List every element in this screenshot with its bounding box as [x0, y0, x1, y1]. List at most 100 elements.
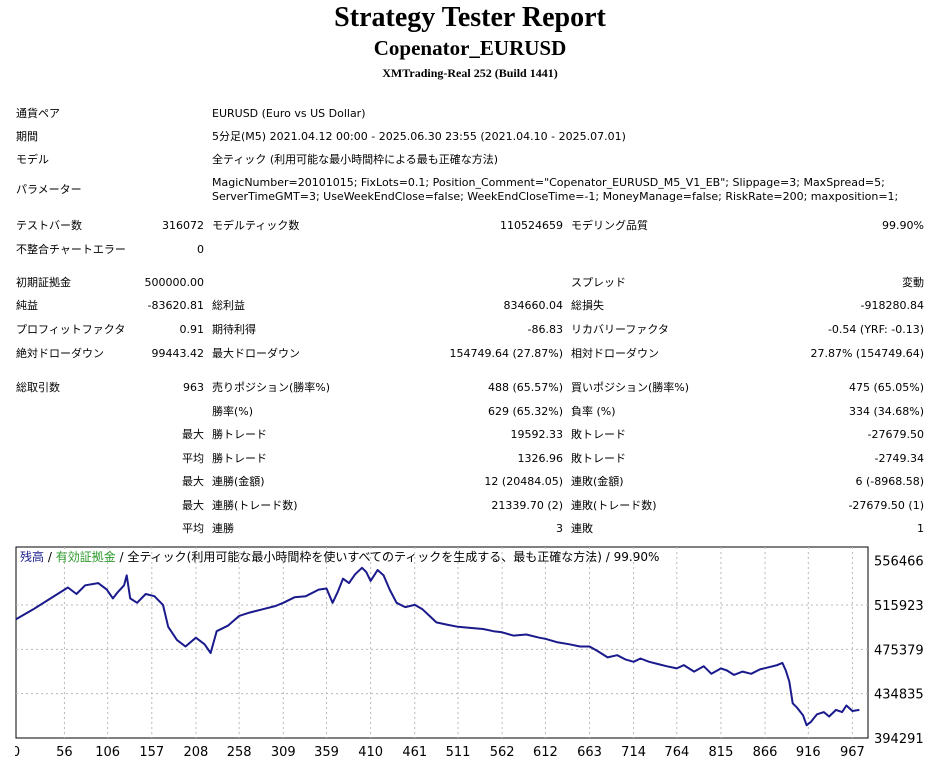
average-loss-value: -2749.34 [874, 452, 924, 465]
total-trades-value: 963 [183, 381, 204, 394]
period-label: 期間 [16, 130, 38, 143]
balance-chart: 残高 / 有効証拠金 / 全ティック(利用可能な最小時間枠を使いすべてのティック… [15, 546, 924, 760]
balance-line [15, 566, 860, 727]
y-tick-label: 556466 [874, 555, 924, 570]
bars-label: テストバー数 [16, 219, 82, 232]
period-value: 5分足(M5) 2021.04.12 00:00 - 2025.06.30 23… [212, 130, 626, 143]
x-tick-label: 511 [446, 745, 471, 760]
x-tick-label: 410 [358, 745, 383, 760]
server-build: XMTrading-Real 252 (Build 1441) [382, 66, 558, 80]
cons-wins-prefix: 最大 [182, 475, 204, 488]
absolute-drawdown-label: 絶対ドローダウン [16, 347, 104, 360]
symbol-value: EURUSD (Euro vs US Dollar) [212, 107, 366, 120]
plot-area [15, 546, 869, 739]
legend-sep: / [44, 550, 56, 564]
params-line-1: MagicNumber=20101015; FixLots=0.1; Posit… [212, 176, 885, 189]
expected-payoff-label: 期待利得 [212, 323, 256, 336]
x-axis: 0 56 106 157 208 258 309 359 410 461 511 562 612 663 7… [15, 745, 865, 760]
average-prefix: 平均 [182, 452, 204, 465]
y-tick-label: 434835 [874, 688, 924, 703]
gross-profit-value: 834660.04 [503, 299, 564, 312]
report-title: Strategy Tester Report [334, 2, 606, 33]
x-tick-label: 56 [56, 745, 73, 760]
legend-model: / 全ティック(利用可能な最小時間枠を使いすべてのティックを生成する、最も正確な… [116, 549, 660, 564]
x-tick-label: 714 [621, 745, 646, 760]
total-trades-label: 総取引数 [16, 381, 60, 394]
max-drawdown-label: 最大ドローダウン [212, 347, 300, 360]
symbol-label: 通貨ペア [16, 107, 60, 120]
legend-balance: 残高 [20, 549, 44, 564]
avg-cons-prefix: 平均 [182, 522, 204, 535]
long-positions-label: 買いポジション(勝率%) [571, 381, 690, 394]
largest-win-value: 19592.33 [510, 428, 564, 441]
cons-losses-money-value: 6 (-8968.58) [855, 475, 924, 488]
relative-drawdown-value: 27.87% (154749.64) [810, 347, 924, 360]
average-loss-label: 敗トレード [571, 452, 626, 465]
cons-loss-value: -27679.50 (1) [848, 499, 924, 512]
short-positions-label: 売りポジション(勝率%) [212, 381, 331, 394]
model-label: モデル [16, 153, 49, 166]
largest-prefix: 最大 [182, 428, 204, 441]
absolute-drawdown-value: 99443.42 [151, 347, 205, 360]
x-tick-label: 309 [271, 745, 296, 760]
y-tick-label: 394291 [874, 732, 924, 747]
ticks-value: 110524659 [500, 219, 563, 232]
win-rate-value: 629 (65.32%) [487, 405, 563, 418]
average-win-value: 1326.96 [517, 452, 564, 465]
x-tick-label: 663 [577, 745, 602, 760]
largest-win-label: 勝トレード [212, 428, 267, 441]
expected-payoff-value: -86.83 [527, 323, 563, 336]
y-axis: 556466 515923 475379 434835 394291 [874, 555, 924, 747]
x-tick-label: 764 [664, 745, 689, 760]
x-tick-label: 359 [314, 745, 339, 760]
x-tick-label: 258 [227, 745, 252, 760]
grid [16, 547, 868, 738]
cons-profit-label: 連勝(トレード数) [212, 499, 298, 512]
ticks-label: モデルティック数 [212, 219, 300, 232]
bars-value: 316072 [162, 219, 204, 232]
largest-loss-label: 敗トレード [571, 428, 626, 441]
deposit-value: 500000.00 [144, 276, 205, 289]
x-tick-label: 157 [139, 745, 164, 760]
spread-value: 変動 [902, 276, 924, 289]
y-tick-label: 515923 [874, 599, 924, 614]
legend: 残高 / 有効証拠金 / 全ティック(利用可能な最小時間枠を使いすべてのティック… [20, 549, 659, 564]
largest-loss-value: -27679.50 [867, 428, 924, 441]
x-tick-label: 106 [95, 745, 120, 760]
x-tick-label: 461 [402, 745, 427, 760]
avg-cons-losses-value: 1 [917, 522, 924, 535]
net-profit-label: 純益 [16, 299, 38, 312]
max-drawdown-value: 154749.64 (27.87%) [449, 347, 563, 360]
short-positions-value: 488 (65.57%) [487, 381, 563, 394]
avg-cons-wins-value: 3 [556, 522, 563, 535]
x-tick-label: 815 [709, 745, 734, 760]
avg-cons-losses-label: 連敗 [571, 522, 593, 535]
gross-profit-label: 総利益 [212, 299, 245, 312]
x-tick-label: 866 [753, 745, 778, 760]
loss-rate-value: 334 (34.68%) [848, 405, 924, 418]
params-label: パラメーター [16, 183, 82, 196]
relative-drawdown-label: 相対ドローダウン [571, 347, 659, 360]
x-tick-label: 612 [533, 745, 558, 760]
recovery-factor-label: リカバリーファクタ [571, 323, 669, 336]
quality-value: 99.90% [882, 219, 924, 232]
mismatch-label: 不整合チャートエラー [16, 243, 126, 256]
long-positions-value: 475 (65.05%) [848, 381, 924, 394]
cons-profit-value: 21339.70 (2) [491, 499, 563, 512]
expert-name: Copenator_EURUSD [373, 36, 567, 60]
average-win-label: 勝トレード [212, 452, 267, 465]
cons-profit-prefix: 最大 [182, 499, 204, 512]
loss-rate-label: 負率 (%) [571, 405, 616, 418]
params-line-2: ServerTimeGMT=3; UseWeekEndClose=false; … [212, 190, 899, 203]
avg-cons-wins-label: 連勝 [212, 522, 234, 535]
y-tick-label: 475379 [874, 643, 924, 658]
model-value: 全ティック (利用可能な最小時間枠による最も正確な方法) [212, 153, 499, 166]
cons-loss-label: 連敗(トレード数) [571, 499, 657, 512]
deposit-label: 初期証拠金 [16, 276, 71, 289]
profit-factor-label: プロフィットファクタ [16, 323, 126, 336]
spread-label: スプレッド [571, 276, 626, 289]
cons-losses-money-label: 連敗(金額) [571, 475, 624, 488]
x-tick-label: 208 [184, 745, 209, 760]
gross-loss-value: -918280.84 [860, 299, 924, 312]
x-tick-label: 562 [490, 745, 515, 760]
